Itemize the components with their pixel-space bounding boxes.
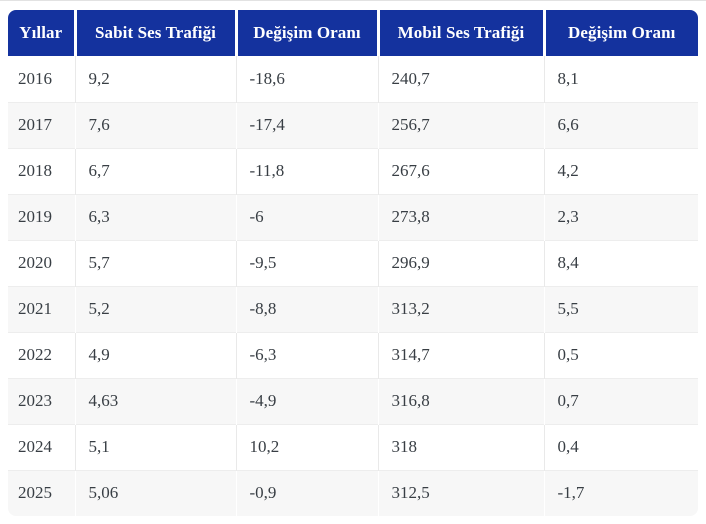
table-row: 2018 6,7 -11,8 267,6 4,2 — [8, 148, 698, 194]
fixed-voice-cell: 5,7 — [74, 240, 236, 286]
change-rate-fixed-cell: -11,8 — [235, 148, 378, 194]
change-rate-mobile-cell: 0,7 — [543, 378, 698, 424]
mobile-voice-cell: 296,9 — [377, 240, 544, 286]
year-cell: 2020 — [18, 253, 52, 272]
fixed-voice-cell: 6,3 — [74, 194, 236, 240]
year-cell: 2023 — [18, 391, 52, 410]
year-cell: 2017 — [18, 115, 52, 134]
change-rate-mobile-cell: 4,2 — [543, 148, 698, 194]
year-cell: 2021 — [18, 299, 52, 318]
table-row: 2017 7,6 -17,4 256,7 6,6 — [8, 102, 698, 148]
mobile-voice-cell: 318 — [377, 424, 544, 470]
table-row: 2025 5,06 -0,9 312,5 -1,7 — [8, 470, 698, 516]
change-rate-mobile-cell: 2,3 — [543, 194, 698, 240]
column-header-years: Yıllar — [8, 10, 75, 56]
change-rate-fixed-cell: -17,4 — [235, 102, 378, 148]
mobile-voice-cell: 273,8 — [377, 194, 544, 240]
table-row: 2024 5,1 10,2 318 0,4 — [8, 424, 698, 470]
mobile-voice-cell: 256,7 — [377, 102, 544, 148]
table-row: 2021 5,2 -8,8 313,2 5,5 — [8, 286, 698, 332]
table-row: 2016 9,2 -18,6 240,7 8,1 — [8, 56, 698, 102]
change-rate-fixed-cell: -8,8 — [235, 286, 378, 332]
mobile-voice-cell: 312,5 — [377, 470, 544, 516]
year-cell: 2022 — [18, 345, 52, 364]
year-cell: 2016 — [18, 68, 52, 88]
table-body: 2016 9,2 -18,6 240,7 8,1 2017 7,6 -17,4 … — [8, 56, 698, 516]
fixed-voice-cell: 7,6 — [74, 102, 236, 148]
column-header-change-rate-mobile: Değişim Oranı — [542, 10, 698, 56]
year-cell: 2024 — [18, 437, 52, 456]
table-header-row: Yıllar Sabit Ses Trafiği Değişim Oranı M… — [8, 10, 698, 56]
table-row: 2019 6,3 -6 273,8 2,3 — [8, 194, 698, 240]
column-header-fixed-voice: Sabit Ses Trafiği — [73, 10, 236, 56]
fixed-voice-cell: 5,1 — [74, 424, 236, 470]
change-rate-mobile-cell: -1,7 — [543, 470, 698, 516]
year-cell: 2018 — [18, 161, 52, 180]
change-rate-fixed-cell: -4,9 — [235, 378, 378, 424]
change-rate-fixed-cell: -6,3 — [235, 332, 378, 378]
change-rate-mobile-cell: 5,5 — [543, 286, 698, 332]
table-row: 2022 4,9 -6,3 314,7 0,5 — [8, 332, 698, 378]
change-rate-fixed-cell: -6 — [235, 194, 378, 240]
mobile-voice-cell: 267,6 — [377, 148, 544, 194]
table-row: 2023 4,63 -4,9 316,8 0,7 — [8, 378, 698, 424]
fixed-voice-cell: 5,06 — [74, 470, 236, 516]
change-rate-fixed-cell: -9,5 — [235, 240, 378, 286]
table-row: 2020 5,7 -9,5 296,9 8,4 — [8, 240, 698, 286]
mobile-voice-cell: 314,7 — [377, 332, 544, 378]
year-cell: 2025 — [18, 483, 52, 503]
change-rate-fixed-cell: -0,9 — [235, 470, 378, 516]
change-rate-fixed-cell: -18,6 — [235, 56, 378, 102]
page-top-divider — [0, 0, 706, 1]
change-rate-mobile-cell: 8,4 — [543, 240, 698, 286]
column-header-mobile-voice: Mobil Ses Trafiği — [376, 10, 544, 56]
mobile-voice-cell: 240,7 — [377, 56, 544, 102]
column-header-change-rate-fixed: Değişim Oranı — [234, 10, 378, 56]
fixed-voice-cell: 4,63 — [74, 378, 236, 424]
mobile-voice-cell: 313,2 — [377, 286, 544, 332]
change-rate-mobile-cell: 0,5 — [543, 332, 698, 378]
change-rate-mobile-cell: 0,4 — [543, 424, 698, 470]
change-rate-mobile-cell: 6,6 — [543, 102, 698, 148]
fixed-voice-cell: 9,2 — [74, 56, 236, 102]
change-rate-fixed-cell: 10,2 — [235, 424, 378, 470]
fixed-voice-cell: 5,2 — [74, 286, 236, 332]
year-cell: 2019 — [18, 207, 52, 226]
fixed-voice-cell: 4,9 — [74, 332, 236, 378]
voice-traffic-table-container: Yıllar Sabit Ses Trafiği Değişim Oranı M… — [8, 10, 698, 516]
fixed-voice-cell: 6,7 — [74, 148, 236, 194]
voice-traffic-table: Yıllar Sabit Ses Trafiği Değişim Oranı M… — [8, 10, 698, 516]
change-rate-mobile-cell: 8,1 — [543, 56, 698, 102]
mobile-voice-cell: 316,8 — [377, 378, 544, 424]
